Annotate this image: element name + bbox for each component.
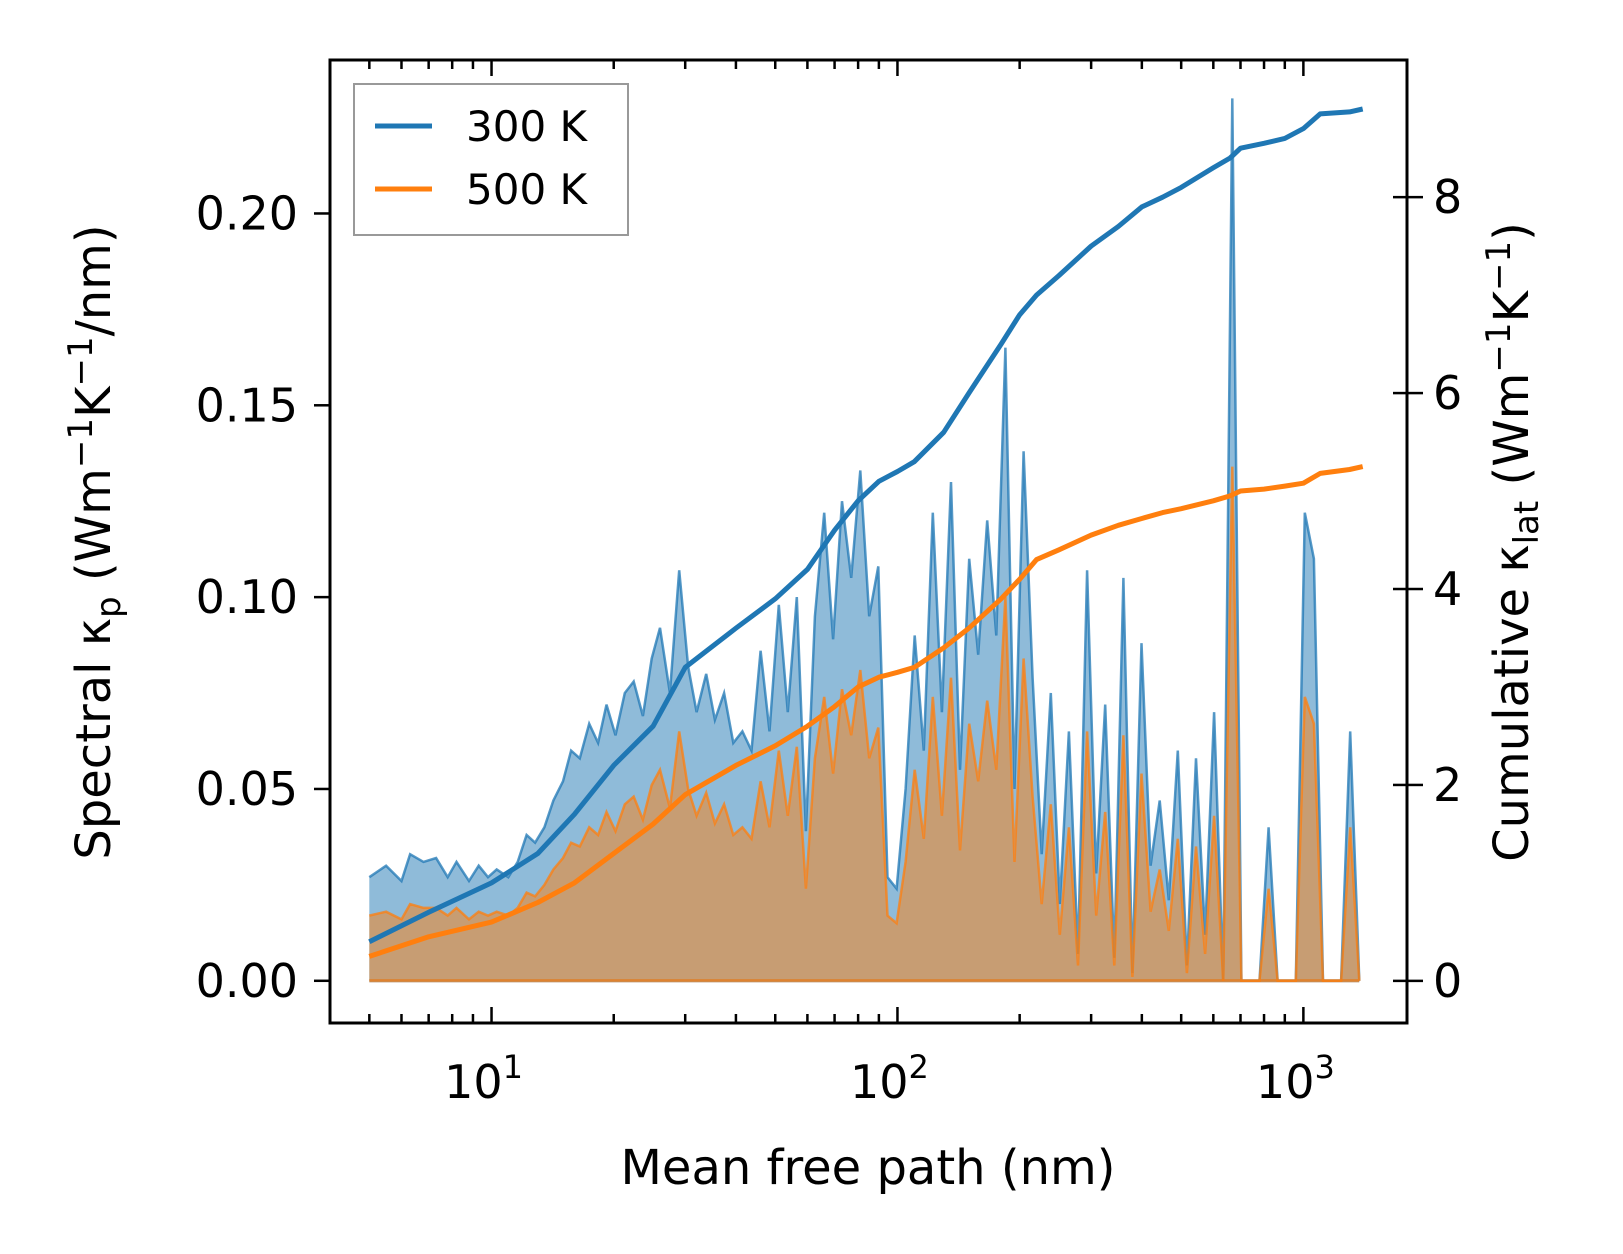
cumulative-line-300k bbox=[368, 106, 1364, 944]
y-right-tick-label: 2 bbox=[1433, 758, 1462, 812]
x-tick-base: 10 bbox=[444, 1055, 503, 1109]
y-left-label-text: Spectral κ bbox=[66, 618, 122, 860]
y-left-label-units: (Wm bbox=[66, 468, 122, 596]
y-axis-label-right: Cumulative κlat (Wm−1K−1) bbox=[1479, 222, 1547, 862]
legend: 300 K 500 K bbox=[353, 83, 629, 236]
y-right-label-text: Cumulative κ bbox=[1484, 544, 1540, 862]
spectral-line-300k bbox=[368, 98, 1361, 983]
x-tick-base: 10 bbox=[1256, 1055, 1315, 1109]
y-left-label-k: K bbox=[66, 385, 122, 418]
y-right-label-sub: lat bbox=[1507, 501, 1547, 545]
y-left-label-sub: p bbox=[89, 596, 129, 618]
y-left-sup-1: −1 bbox=[61, 418, 101, 468]
y-right-tick-label: 6 bbox=[1433, 366, 1462, 420]
x-tick-label: 102 bbox=[850, 1048, 929, 1109]
y-right-label-units: (Wm bbox=[1484, 373, 1540, 501]
y-left-label-nm: /nm) bbox=[66, 224, 122, 336]
legend-box bbox=[353, 83, 629, 236]
y-axis-label-left: Spectral κp (Wm−1K−1/nm) bbox=[61, 224, 129, 859]
y-right-label-k: K bbox=[1484, 289, 1540, 322]
legend-label-300k: 300 K bbox=[466, 102, 589, 151]
y-right-label-close: ) bbox=[1484, 222, 1540, 241]
y-right-sup-2: −1 bbox=[1479, 241, 1519, 291]
y-left-tick-label: 0.05 bbox=[196, 762, 298, 816]
y-left-tick-label: 0.00 bbox=[196, 954, 298, 1008]
x-tick-base: 10 bbox=[850, 1055, 909, 1109]
cumulative-lines bbox=[368, 106, 1364, 959]
y-left-tick-label: 0.15 bbox=[196, 378, 298, 432]
x-tick-exp: 2 bbox=[909, 1048, 929, 1086]
x-tick-label: 103 bbox=[1256, 1048, 1335, 1109]
plot-frame bbox=[328, 58, 1409, 1025]
y-right-sup-1: −1 bbox=[1479, 322, 1519, 372]
y-right-tick-label: 8 bbox=[1433, 170, 1462, 224]
y-left-sup-2: −1 bbox=[61, 336, 101, 386]
x-tick-exp: 1 bbox=[503, 1048, 523, 1086]
spectral-line-500k bbox=[369, 466, 1361, 983]
x-tick-exp: 3 bbox=[1314, 1048, 1334, 1086]
x-axis-label: Mean free path (nm) bbox=[621, 1140, 1116, 1196]
y-left-tick-label: 0.10 bbox=[196, 570, 298, 624]
x-tick-label: 101 bbox=[444, 1048, 523, 1109]
legend-label-500k: 500 K bbox=[466, 165, 589, 214]
cumulative-line-500k bbox=[368, 464, 1364, 959]
y-right-tick-label: 4 bbox=[1433, 562, 1462, 616]
y-left-tick-label: 0.20 bbox=[196, 186, 298, 240]
y-right-tick-label: 0 bbox=[1433, 954, 1462, 1008]
